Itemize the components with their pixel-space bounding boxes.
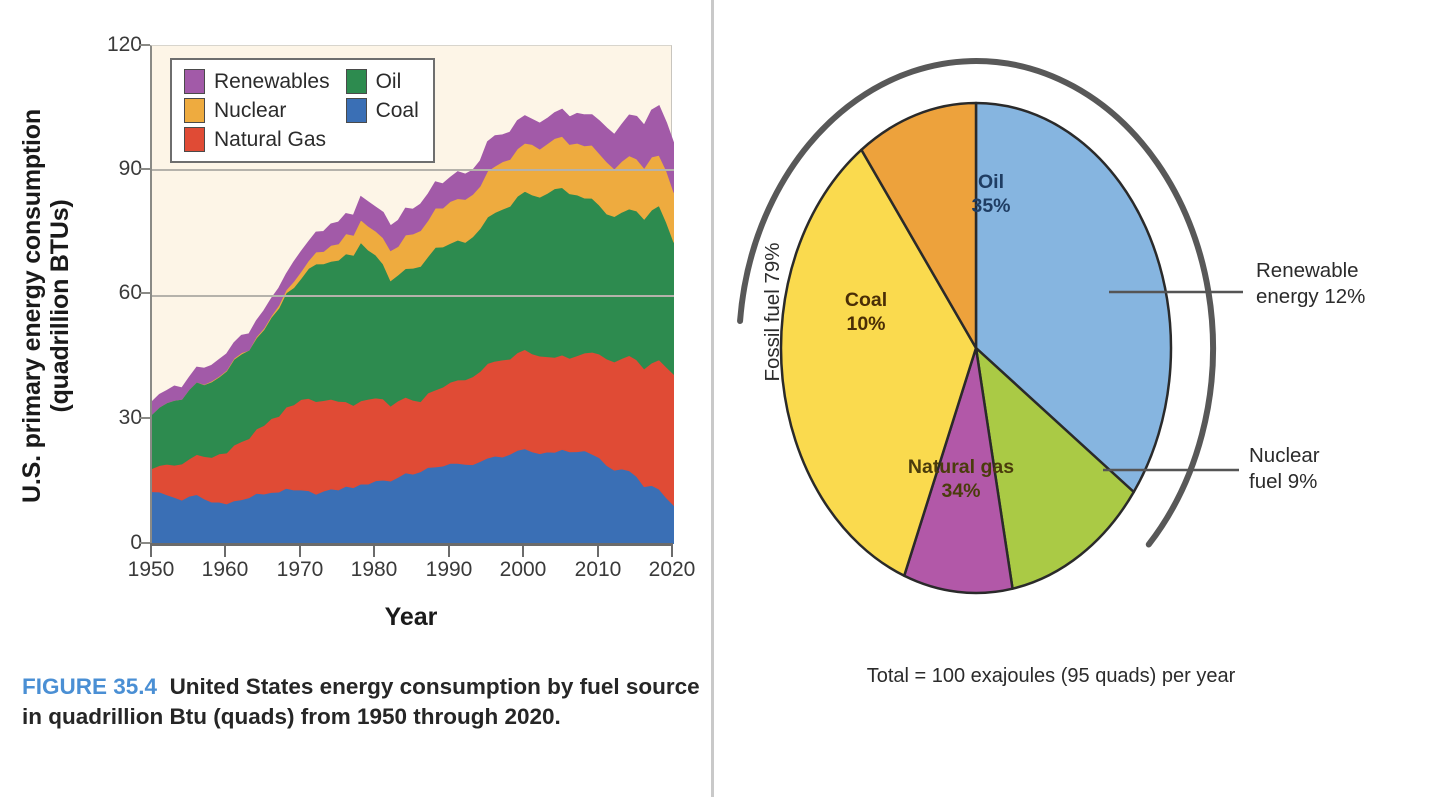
pie-slice-nuclear-fuel[interactable] [902, 346, 1014, 595]
x-tick-label-2020: 2020 [648, 558, 696, 581]
x-tick-mark-2000 [522, 546, 524, 557]
fossil-fuel-bracket-arc [737, 58, 1216, 548]
right-figure-panel: Fossil fuel 79% Renewable energy 12% Nuc… [711, 0, 1440, 797]
callout-renewable-energy: Renewable energy 12% [1256, 258, 1365, 309]
y-tick-label-0: 0 [130, 531, 142, 554]
y-tick-label-90: 90 [118, 157, 142, 180]
y-tick-mark-0 [139, 542, 150, 544]
slice-label-coal-value: 10% [846, 313, 886, 336]
legend-swatch-natural-gas [184, 127, 205, 152]
figure-35-4-text: United States energy consumption by fuel… [22, 674, 700, 729]
slice-label-natural-gas-name: Natural gas [907, 456, 1015, 478]
chart-legend: Renewables Nuclear Natural Gas Oil Coal [170, 58, 435, 163]
pie-chart-svg [737, 58, 1243, 595]
x-axis-title: Year [384, 603, 438, 631]
slice-label-oil-name: Oil [977, 171, 1004, 193]
stacked-area-series [152, 105, 674, 544]
legend-label-coal: Coal [375, 98, 419, 122]
callout-nuclear-fuel: Nuclear fuel 9% [1249, 443, 1320, 494]
legend-label-natural-gas: Natural Gas [214, 127, 327, 151]
left-figure-panel: U.S. primary energy consumption (quadril… [0, 0, 711, 797]
x-tick-label-2000: 2000 [499, 558, 547, 581]
slice-label-coal-name: Coal [844, 289, 888, 311]
slice-label-oil: Oil 35% [901, 170, 1081, 219]
x-tick-label-1990: 1990 [425, 558, 473, 581]
area-series-renewables [152, 105, 674, 415]
pie-slice-coal[interactable] [860, 101, 978, 350]
legend-label-nuclear: Nuclear [214, 98, 287, 122]
pie-slice-oil[interactable] [974, 101, 1173, 494]
gridline-60 [152, 295, 674, 297]
slice-label-oil-value: 35% [971, 195, 1011, 218]
x-tick-mark-1970 [299, 546, 301, 557]
x-tick-label-1980: 1980 [350, 558, 398, 581]
x-tick-mark-1990 [448, 546, 450, 557]
y-tick-mark-90 [139, 168, 150, 170]
y-tick-label-30: 30 [118, 406, 142, 429]
x-tick-label-1970: 1970 [276, 558, 324, 581]
legend-label-oil: Oil [375, 69, 402, 93]
y-tick-mark-120 [139, 44, 150, 46]
x-tick-label-1950: 1950 [127, 558, 175, 581]
x-tick-mark-1960 [224, 546, 226, 557]
legend-swatch-coal [345, 98, 367, 123]
x-tick-mark-1980 [373, 546, 375, 557]
pie-slice-renewable-energy[interactable] [974, 346, 1136, 590]
legend-swatch-renewables [184, 69, 205, 94]
legend-label-renewables: Renewables [214, 69, 330, 93]
pie-chart [711, 0, 1440, 720]
legend-item-natural-gas[interactable]: Natural Gas [184, 127, 330, 152]
x-axis-line [150, 543, 673, 546]
x-tick-mark-2010 [597, 546, 599, 557]
x-tick-label-1960: 1960 [201, 558, 249, 581]
legend-item-nuclear[interactable]: Nuclear [184, 98, 330, 123]
callout-nuclear-line2: fuel 9% [1249, 469, 1318, 493]
fossil-fuel-bracket-label: Fossil fuel 79% [761, 242, 784, 382]
y-axis-title: U.S. primary energy consumption (quadril… [18, 46, 74, 566]
pie-slice-natural-gas[interactable] [779, 148, 978, 578]
legend-item-renewables[interactable]: Renewables [184, 69, 330, 94]
slice-label-coal: Coal 10% [801, 288, 931, 337]
y-axis-title-line2: (quadrillion BTUs) [46, 199, 74, 413]
y-tick-label-60: 60 [118, 281, 142, 304]
slice-label-natural-gas: Natural gas 34% [851, 455, 1071, 504]
figure-35-4-number: FIGURE 35.4 [22, 674, 158, 699]
callout-renewable-line1: Renewable [1256, 259, 1359, 282]
pie-total-note: Total = 100 exajoules (95 quads) per yea… [866, 665, 1236, 687]
y-tick-mark-30 [139, 417, 150, 419]
figure-35-4-caption: FIGURE 35.4 United States energy consump… [22, 672, 702, 731]
legend-swatch-oil [345, 69, 367, 94]
y-tick-label-120: 120 [106, 33, 142, 56]
x-tick-mark-1950 [150, 546, 152, 557]
x-tick-label-2010: 2010 [574, 558, 622, 581]
callout-nuclear-line1: Nuclear [1249, 444, 1320, 467]
legend-swatch-nuclear [184, 98, 205, 123]
gridline-90 [152, 169, 674, 171]
y-tick-mark-60 [139, 292, 150, 294]
slice-label-natural-gas-value: 34% [941, 480, 981, 503]
x-tick-mark-2020 [671, 546, 673, 557]
legend-item-coal[interactable]: Coal [345, 98, 419, 123]
callout-renewable-line2: energy 12% [1256, 284, 1366, 308]
legend-item-oil[interactable]: Oil [345, 69, 419, 94]
y-axis-title-line1: U.S. primary energy consumption [18, 109, 46, 503]
panel-divider [711, 0, 714, 797]
